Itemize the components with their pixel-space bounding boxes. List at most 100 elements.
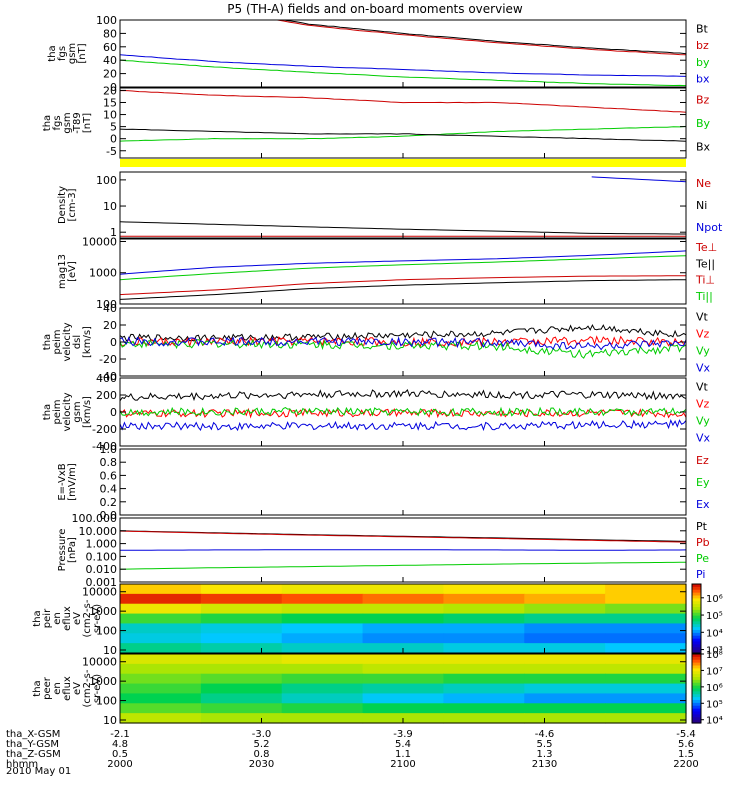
heatmap-cell (120, 633, 202, 644)
ephemeris-value: -3.9 (393, 729, 413, 740)
colorbar-step (692, 589, 701, 594)
heatmap-cell (281, 654, 364, 665)
heatmap-cell (443, 603, 525, 615)
colorbar-step (692, 717, 701, 721)
heatmap-cell (443, 673, 525, 685)
heatmap-cell (362, 673, 445, 685)
colorbar-step (692, 592, 701, 597)
legend-label: Vy (696, 345, 710, 358)
y-tick-label: 100 (96, 14, 117, 27)
y-tick-label: -200 (92, 423, 117, 436)
colorbar-step (692, 621, 701, 625)
heatmap-cell (120, 623, 202, 634)
series-line-Vy (119, 406, 687, 417)
series-line-Vt (119, 389, 687, 402)
y-tick-label: 1000 (89, 605, 117, 618)
colorbar-step (692, 598, 701, 602)
legend: Bz By Bx (696, 94, 711, 154)
series-line-Vz (119, 407, 687, 419)
y-tick-label: 10000 (82, 656, 117, 669)
y-tick-label: 40 (103, 302, 117, 315)
colorbar-step (692, 584, 701, 588)
series-line-Vt (119, 323, 687, 342)
colorbar-step (692, 720, 701, 724)
heatmap-cell (200, 623, 283, 634)
y-axis-label: [nPa] (67, 537, 78, 563)
heatmap-cell (524, 693, 606, 704)
y-tick-label: 1.0 (100, 443, 118, 456)
y-axis-label: [mV/m] (67, 463, 78, 501)
series-line-Npot (591, 176, 687, 183)
y-axis-label: peir (42, 608, 53, 628)
colorbar-tick-label: 10⁶ (706, 683, 723, 694)
colorbar-step (692, 601, 701, 605)
heatmap-cell (200, 654, 283, 665)
colorbar-tick-label: 10⁴ (706, 628, 723, 639)
colorbar-step (692, 662, 701, 667)
colorbar-step (692, 595, 701, 599)
series-line-Ni (119, 221, 686, 235)
colorbar: 10³ 10⁴ 10⁵ 10⁶ (691, 583, 723, 657)
y-axis-label: sr-eV) (92, 674, 103, 703)
series-line-extra (119, 250, 687, 275)
y-axis-label: en (52, 612, 63, 625)
y-axis-label: [km/s] (82, 396, 93, 428)
heatmap-cell (200, 693, 283, 704)
colorbar-step (692, 691, 701, 695)
heatmap-cell (362, 693, 445, 704)
legend-label: Ni (696, 199, 707, 212)
ephemeris-value: 2130 (532, 759, 557, 770)
heatmap-cell (524, 663, 606, 675)
legend: Pt Pb Pe Pi (696, 520, 710, 581)
heatmap-cell (605, 584, 687, 595)
legend-label: Vt (696, 311, 709, 324)
y-tick-label: 200 (96, 389, 117, 402)
colorbar-tick-label: 10³ (706, 646, 723, 657)
heatmap-cell (281, 693, 364, 704)
heatmap-cell (281, 683, 364, 695)
heatmap-cell (120, 584, 202, 595)
panel-3: Ne Ni Npot 1 10 100 Density [cm-3] (57, 171, 723, 239)
legend-label: Vz (696, 328, 710, 341)
legend: Vt Vz Vy Vx (696, 311, 711, 375)
heatmap-cell (281, 593, 364, 605)
colorbar-step (692, 609, 701, 614)
y-tick-label: 10 (103, 644, 117, 657)
heatmap-cell (200, 703, 283, 714)
heatmap-cell (443, 683, 525, 695)
y-tick-label: -400 (92, 440, 117, 453)
heatmap-cell (362, 683, 445, 695)
ephemeris-value: -5.4 (676, 729, 696, 740)
panel-4: Te⊥ Te|| Ti⊥ Ti|| 100 1000 10000 mag13 [eV] (57, 235, 717, 311)
heatmap-cell (281, 603, 364, 615)
heatmap-cell (524, 703, 606, 714)
y-axis-label: velocity (62, 392, 73, 431)
series-line-Ti⊥ (119, 275, 686, 296)
ephemeris-label: tha_Y-GSM (6, 739, 59, 750)
colorbar-tick-label: 10⁴ (706, 716, 723, 727)
legend: Ne Ni Npot (696, 177, 723, 234)
y-tick-label: 100 (96, 298, 117, 311)
colorbar-step (692, 711, 701, 715)
heatmap-cell (362, 633, 445, 644)
colorbar-step (692, 679, 701, 684)
y-tick-label: 100 (96, 695, 117, 708)
colorbar-step (692, 665, 701, 669)
y-tick-label: 100 (96, 625, 117, 638)
panel-9: 10³ 10⁴ 10⁵ 10⁶ 10 100 1000 10000 tha peir en eflux… (32, 583, 723, 657)
legend-label: by (696, 56, 710, 69)
series-line-Bx (119, 128, 687, 142)
legend-label: Vx (696, 432, 711, 445)
heatmap-cell (120, 654, 202, 665)
colorbar-step (692, 644, 701, 648)
y-tick-label: -40 (99, 370, 117, 383)
y-axis-label: tha (42, 334, 53, 350)
heatmap-cell (281, 673, 364, 685)
y-tick-label: 1000 (89, 267, 117, 280)
heatmap-cell (524, 633, 606, 644)
heatmap-cell (200, 713, 283, 724)
heatmap-cell (443, 633, 525, 644)
series-line-Ti|| (119, 255, 687, 281)
